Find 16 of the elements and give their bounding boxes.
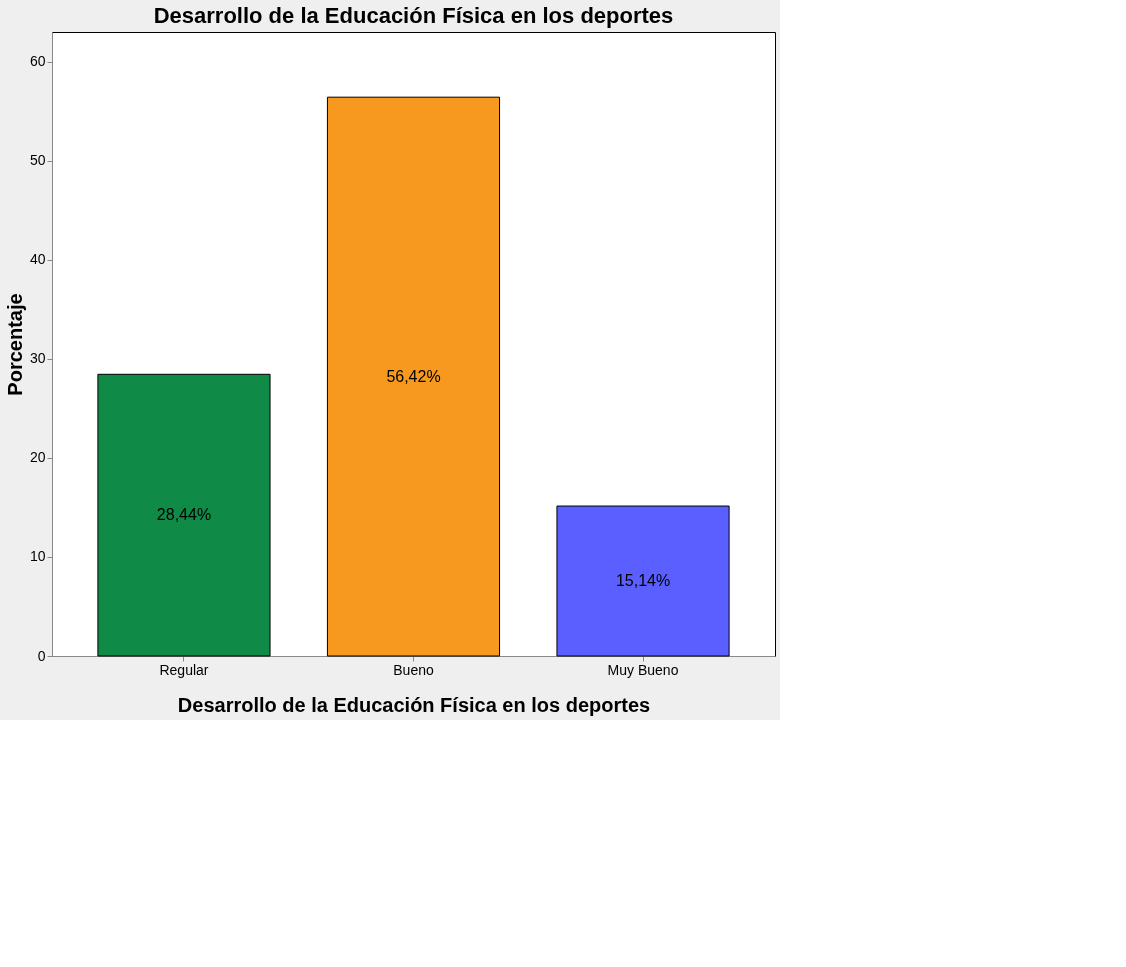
data-label: 28,44% <box>156 506 212 524</box>
y-tick-label: 10 <box>29 548 46 565</box>
y-tick-label: 60 <box>29 53 46 70</box>
y-tick-label: 40 <box>29 251 46 268</box>
chart-title: Desarrollo de la Educación Física en los deportes <box>153 3 674 28</box>
x-tick-label: Regular <box>159 661 209 678</box>
y-tick-label: 30 <box>29 350 46 367</box>
y-tick-label: 20 <box>29 449 46 466</box>
y-tick-label: 0 <box>37 647 46 664</box>
y-tick-label: 50 <box>29 152 46 169</box>
data-label: 15,14% <box>615 572 671 590</box>
y-axis-title: Porcentaje <box>3 293 26 396</box>
x-tick-label: Muy Bueno <box>607 661 679 678</box>
data-label: 56,42% <box>386 367 441 385</box>
x-tick-label: Bueno <box>393 661 434 678</box>
x-axis-title: Desarrollo de la Educación Física en los deportes <box>177 693 651 716</box>
